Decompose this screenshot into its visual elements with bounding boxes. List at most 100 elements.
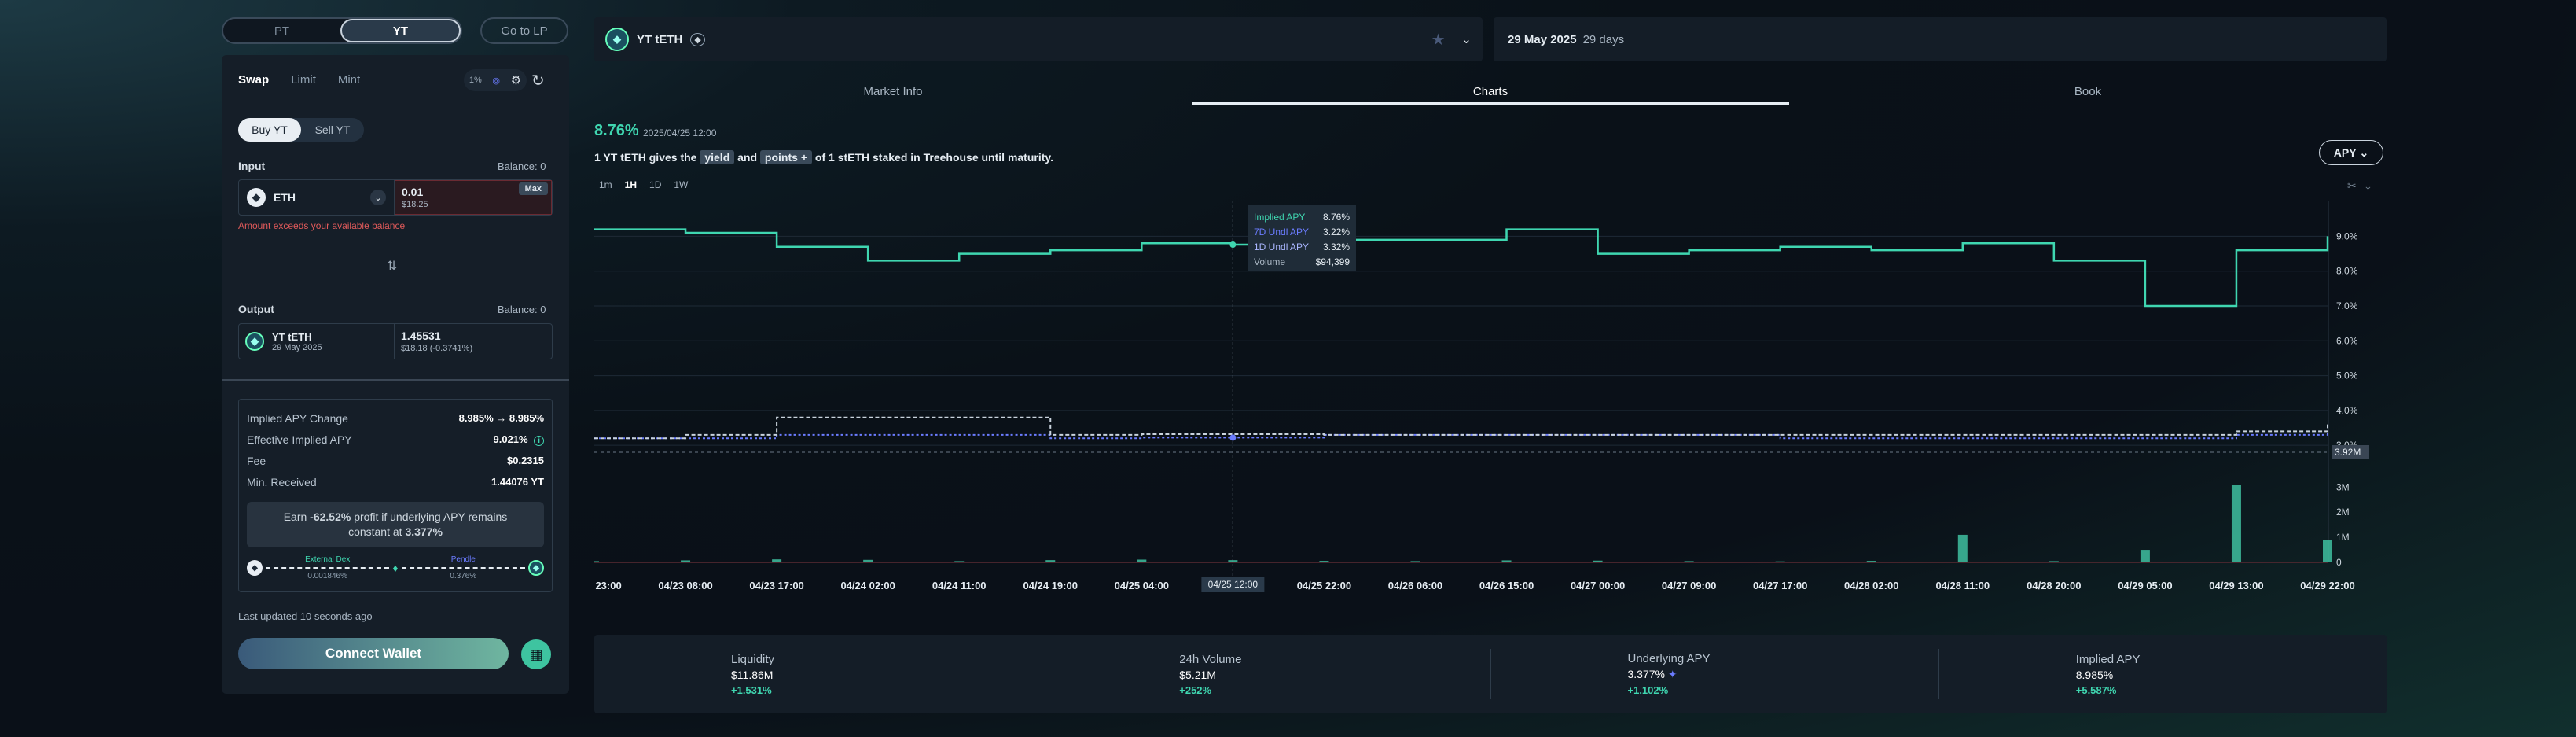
output-token-name: YT tETH — [272, 330, 312, 343]
volume-tick-label: 2M — [2336, 507, 2350, 518]
series-line-1d-undl-apy — [594, 416, 2328, 440]
download-icon[interactable]: ⤓ — [2365, 179, 2371, 192]
route-external-pct: 0.001846% — [307, 572, 348, 580]
maturity-date: 29 May 2025 — [1508, 32, 1577, 46]
output-label: Output — [238, 303, 274, 315]
eth-badge-icon: ◆ — [690, 32, 705, 46]
maturity-selector[interactable]: 29 May 2025 29 days — [1494, 17, 2387, 61]
input-label: Input — [238, 160, 266, 172]
volume-bar — [1319, 561, 1329, 562]
x-tick-label: 04/27 00:00 — [1571, 580, 1625, 591]
x-tick-label: 04/23 17:00 — [749, 580, 803, 591]
gas-icon: ◎ — [492, 76, 501, 86]
range-1w[interactable]: 1W — [674, 179, 689, 190]
chart-tooltip: Implied APY 8.76% 7D Undl APY 3.22% 1D Und… — [1248, 205, 1356, 271]
y-tick-label: 4.0% — [2336, 405, 2358, 416]
current-datetime: 2025/04/25 12:00 — [643, 127, 717, 138]
y-tick-label: 7.0% — [2336, 300, 2358, 311]
range-1d[interactable]: 1D — [649, 179, 662, 190]
gear-icon[interactable]: ⚙ — [510, 74, 522, 87]
tab-mint[interactable]: Mint — [337, 73, 361, 87]
yt-teth-icon: ◆ — [245, 332, 264, 351]
tab-swap[interactable]: Swap — [238, 73, 270, 87]
main-tabs: Market Info Charts Book — [594, 85, 2387, 105]
pt-tab[interactable]: PT — [274, 24, 290, 38]
buy-yt-button[interactable]: Buy YT — [238, 118, 301, 142]
chevron-down-icon[interactable]: ⌄ — [1461, 33, 1472, 46]
max-button[interactable]: Max — [518, 182, 548, 195]
eth-icon: ◆ — [247, 188, 266, 207]
route-pendle-pct: 0.376% — [450, 572, 477, 580]
output-balance: Balance: 0 — [498, 304, 546, 315]
market-stats: Liquidity $11.86M +1.531% 24h Volume $5.21M… — [594, 635, 2387, 713]
output-token-date: 29 May 2025 — [272, 342, 322, 352]
volume-bar — [954, 561, 965, 562]
trade-details: Implied APY Change 8.985% → 8.985% Effect… — [238, 399, 553, 592]
settings-pill[interactable]: 1% ◎ ⚙ — [464, 69, 527, 91]
apy-chart[interactable]: 9.0%8.0%7.0%6.0%5.0%4.0%3.0%3.92M3M2M1M0… — [594, 201, 2387, 602]
input-amount-field[interactable]: 0.01 $18.25 Max — [395, 180, 552, 215]
section-divider — [222, 379, 569, 381]
yt-tab[interactable]: YT — [340, 19, 461, 42]
range-1m[interactable]: 1m — [599, 179, 612, 190]
time-ranges: 1m 1H 1D 1W — [599, 179, 688, 190]
input-amount[interactable]: 0.01 — [402, 186, 424, 198]
range-1h[interactable]: 1H — [624, 179, 638, 190]
yt-description: 1 YT tETH gives the yield and points + o… — [594, 150, 1054, 164]
detail-row: Implied APY Change 8.985% → 8.985% — [247, 411, 544, 425]
output-usd: $18.18 (-0.3741%) — [401, 344, 473, 353]
crosshair-point — [1229, 241, 1237, 249]
apy-dropdown[interactable]: APY ⌄ — [2319, 140, 2383, 165]
crosshair-point — [1229, 434, 1237, 441]
stat-underlying-apy: Underlying APY 3.377% ✦ +1.102% — [1491, 649, 1939, 699]
refresh-icon[interactable]: ↻ — [531, 72, 545, 90]
input-error: Amount exceeds your available balance — [238, 220, 406, 231]
slippage-value: 1% — [469, 76, 482, 85]
x-tick-label: 04/29 13:00 — [2209, 580, 2263, 591]
eth-icon: ◆ — [247, 560, 263, 576]
connect-wallet-button[interactable]: Connect Wallet — [238, 638, 509, 669]
trade-panel — [222, 55, 569, 694]
input-token-select[interactable]: ◆ ETH ⌄ — [239, 180, 395, 215]
detail-row: Effective Implied APY 9.021% i — [247, 429, 544, 450]
route-diagram: ◆ External Dex 0.001846% ♦ Pendle 0.376%… — [247, 555, 544, 580]
tools-icon[interactable]: ✂ — [2347, 179, 2357, 192]
stat-volume: 24h Volume $5.21M +252% — [1042, 649, 1491, 699]
x-tick-label: 04/23 08:00 — [658, 580, 712, 591]
teth-icon: ♦ — [392, 562, 399, 574]
tooltip-row: 7D Undl APY 3.22% — [1254, 226, 1350, 238]
yt-teth-icon: ◆ — [605, 28, 629, 51]
x-tick-label: 04/26 06:00 — [1388, 580, 1442, 591]
tab-limit[interactable]: Limit — [291, 73, 316, 87]
market-selector[interactable]: ◆ YT tETH ◆ ★ ⌄ — [594, 17, 1483, 61]
y-tick-label: 8.0% — [2336, 266, 2358, 277]
output-token: ◆ YT tETH 29 May 2025 — [239, 324, 395, 359]
swap-direction-icon[interactable]: ⇅ — [387, 260, 398, 273]
x-tick-label: 04/28 11:00 — [1935, 580, 1990, 591]
info-icon[interactable]: i — [534, 436, 544, 446]
output-amount-field: 1.45531 $18.18 (-0.3741%) — [395, 324, 479, 359]
volume-tick-label: 0 — [2336, 557, 2342, 568]
volume-bar — [1957, 534, 1968, 562]
volume-bar — [2049, 561, 2059, 562]
series-line-7d-undl-apy — [594, 431, 2328, 440]
volume-bar — [1593, 560, 1603, 562]
tab-book[interactable]: Book — [2074, 85, 2102, 98]
star-icon[interactable]: ★ — [1431, 31, 1446, 49]
volume-bar — [2231, 485, 2241, 562]
y-tick-label: 9.0% — [2336, 230, 2358, 241]
volume-bar — [1045, 560, 1056, 562]
go-to-lp-button[interactable]: Go to LP — [480, 17, 568, 44]
calculator-icon[interactable]: ▦ — [521, 639, 551, 669]
sell-yt-button[interactable]: Sell YT — [314, 123, 351, 136]
plus-icon: + — [800, 151, 807, 164]
tab-charts[interactable]: Charts — [1192, 85, 1789, 105]
earn-info-box: Earn -62.52% profit if underlying APY re… — [247, 502, 544, 547]
detail-row: Fee $0.2315 — [247, 454, 544, 467]
chevron-down-icon: ⌄ — [2359, 146, 2369, 159]
volume-bar — [1501, 560, 1512, 562]
tab-market-info[interactable]: Market Info — [863, 85, 923, 98]
volume-bar — [594, 561, 599, 562]
x-tick-label: 04/28 02:00 — [1844, 580, 1898, 591]
tooltip-row: Volume $94,399 — [1254, 256, 1350, 267]
